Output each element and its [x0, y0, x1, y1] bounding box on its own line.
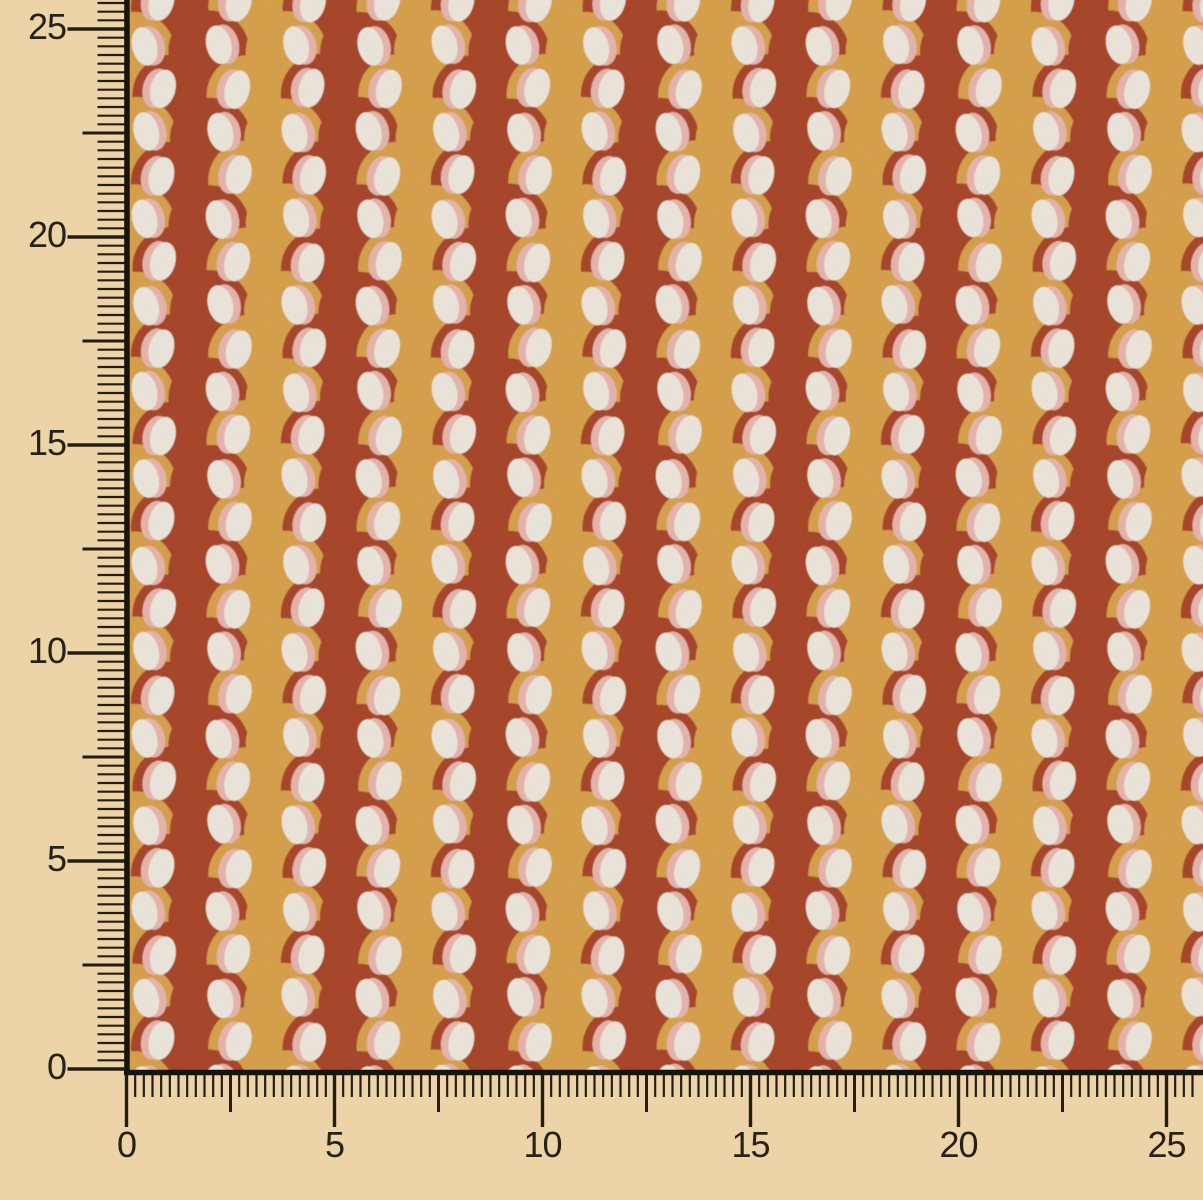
horizontal-ruler-number: 15 — [731, 1124, 770, 1165]
horizontal-ruler-number: 5 — [324, 1124, 345, 1165]
horizontal-ruler-number: 10 — [523, 1124, 562, 1165]
horizontal-ruler-number: 0 — [116, 1124, 137, 1165]
horizontal-ruler-number: 20 — [939, 1124, 978, 1165]
vertical-ruler-ticks — [67, 1, 125, 1071]
vertical-ruler-number: 10 — [27, 630, 67, 671]
fabric-texture-grain — [124, 0, 1203, 1073]
vertical-ruler-number: 25 — [27, 6, 67, 47]
horizontal-ruler-ticks — [124, 1075, 1194, 1127]
vertical-ruler-number: 5 — [46, 838, 67, 879]
vertical-ruler-number: 20 — [27, 214, 67, 255]
vertical-ruler-number: 15 — [27, 422, 67, 463]
horizontal-ruler-number: 25 — [1147, 1124, 1186, 1165]
vertical-ruler-number: 0 — [46, 1046, 67, 1087]
fabric-edge-lines — [124, 0, 1203, 1076]
